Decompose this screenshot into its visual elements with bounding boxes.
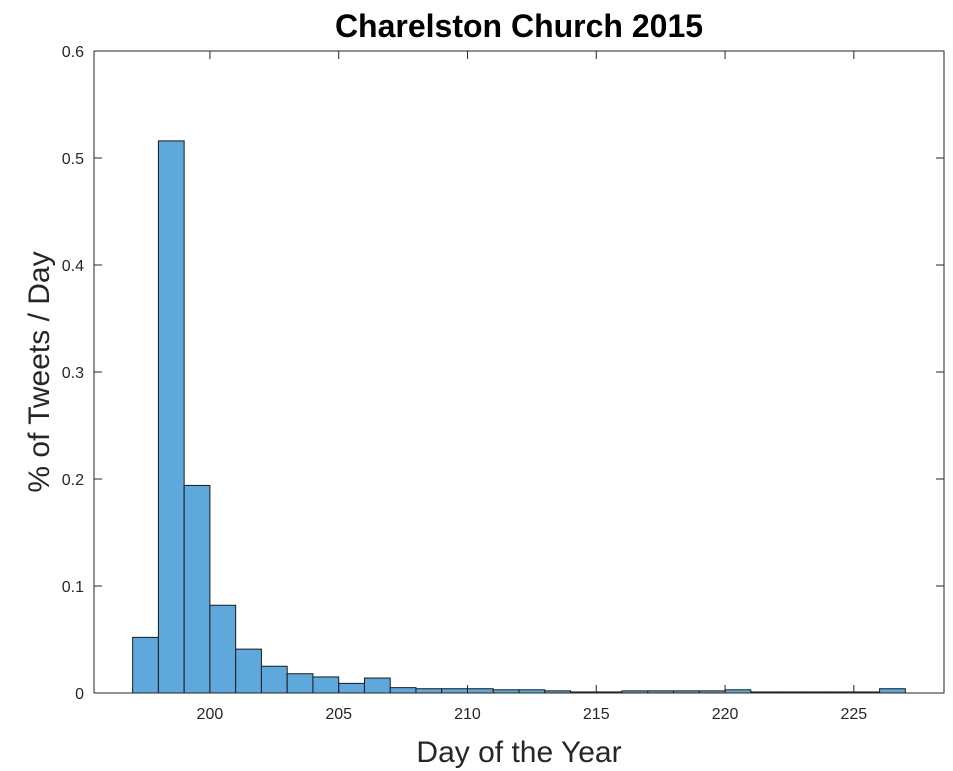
x-tick-label: 215	[583, 706, 610, 723]
y-tick-label: 0.2	[62, 472, 84, 489]
histogram-bar	[286, 673, 314, 694]
histogram-bar	[312, 676, 340, 694]
ticks-group: 200 205 210 215 220 225 0 0.1 0.2 0.3 0.4 0.5 0.6	[62, 44, 944, 723]
x-tick-label: 225	[840, 706, 867, 723]
histogram-bar	[260, 665, 288, 694]
y-tick-label: 0.1	[62, 579, 84, 596]
y-tick-label: 0.5	[62, 151, 84, 168]
x-axis-label: Day of the Year	[416, 736, 621, 769]
histogram-bar	[157, 140, 185, 694]
histogram-bar	[209, 604, 237, 694]
chart-title: Charelston Church 2015	[335, 8, 703, 44]
histogram-bar	[132, 636, 159, 694]
histogram-bar	[415, 688, 443, 694]
histogram-bar	[363, 677, 391, 694]
histogram-bar	[441, 688, 468, 694]
y-tick-label: 0.3	[62, 365, 84, 382]
histogram-bar	[338, 682, 365, 694]
histogram-bar	[389, 687, 417, 694]
x-tick-label: 210	[454, 706, 481, 723]
y-tick-label: 0	[75, 686, 84, 703]
x-tick-label: 200	[197, 706, 224, 723]
histogram-bar	[879, 688, 906, 694]
plot-background	[94, 51, 944, 693]
y-tick-label: 0.4	[62, 258, 84, 275]
bars-group	[132, 140, 906, 694]
histogram-bar	[466, 688, 494, 694]
plot-frame	[93, 50, 945, 694]
y-tick-label: 0.6	[62, 44, 84, 61]
histogram-bar	[183, 484, 211, 694]
x-tick-label: 220	[712, 706, 739, 723]
histogram-bar	[235, 648, 262, 694]
x-tick-label: 205	[325, 706, 352, 723]
y-axis-label: % of Tweets / Day	[23, 251, 56, 492]
